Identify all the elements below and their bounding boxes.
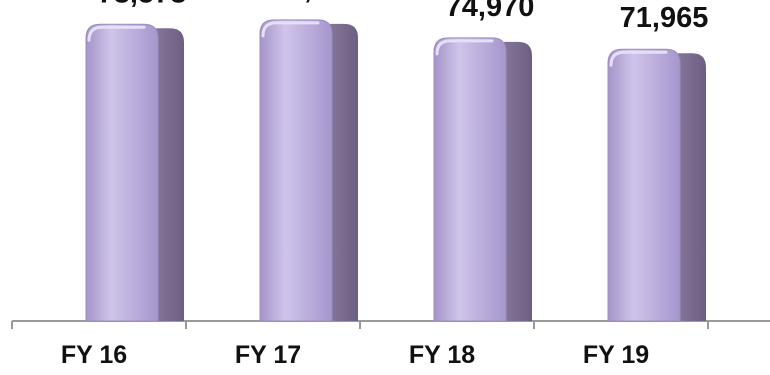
bar-front (85, 23, 159, 322)
category-label: FY 19 (583, 341, 649, 369)
category-label: FY 16 (61, 341, 127, 369)
bar (259, 19, 358, 322)
bar-front (607, 48, 681, 322)
category-label: FY 17 (235, 341, 301, 369)
category-labels-group: FY 16 FY 17 FY 18 FY 19 (61, 341, 649, 369)
bar-highlight (435, 39, 494, 56)
bar-side (330, 23, 358, 322)
data-label: 79,744 (272, 0, 361, 5)
bar-side (678, 53, 706, 322)
bar-highlight (261, 21, 320, 38)
data-labels-group: 78,578 79,744 74,970 71,965 (98, 0, 709, 34)
data-label: 71,965 (620, 2, 709, 34)
bars-group (85, 19, 706, 322)
bar-highlight (609, 50, 668, 67)
category-label: FY 18 (409, 341, 475, 369)
x-axis-ticks (11, 321, 709, 329)
data-label: 78,578 (98, 0, 187, 9)
bar-front (433, 37, 507, 322)
bar-side (156, 28, 184, 321)
data-label: 74,970 (446, 0, 535, 23)
bar (607, 48, 706, 322)
bar (85, 23, 184, 322)
bar-front (259, 19, 333, 322)
bar-highlight (87, 25, 146, 42)
bar-side (504, 41, 532, 322)
bar (433, 37, 532, 322)
